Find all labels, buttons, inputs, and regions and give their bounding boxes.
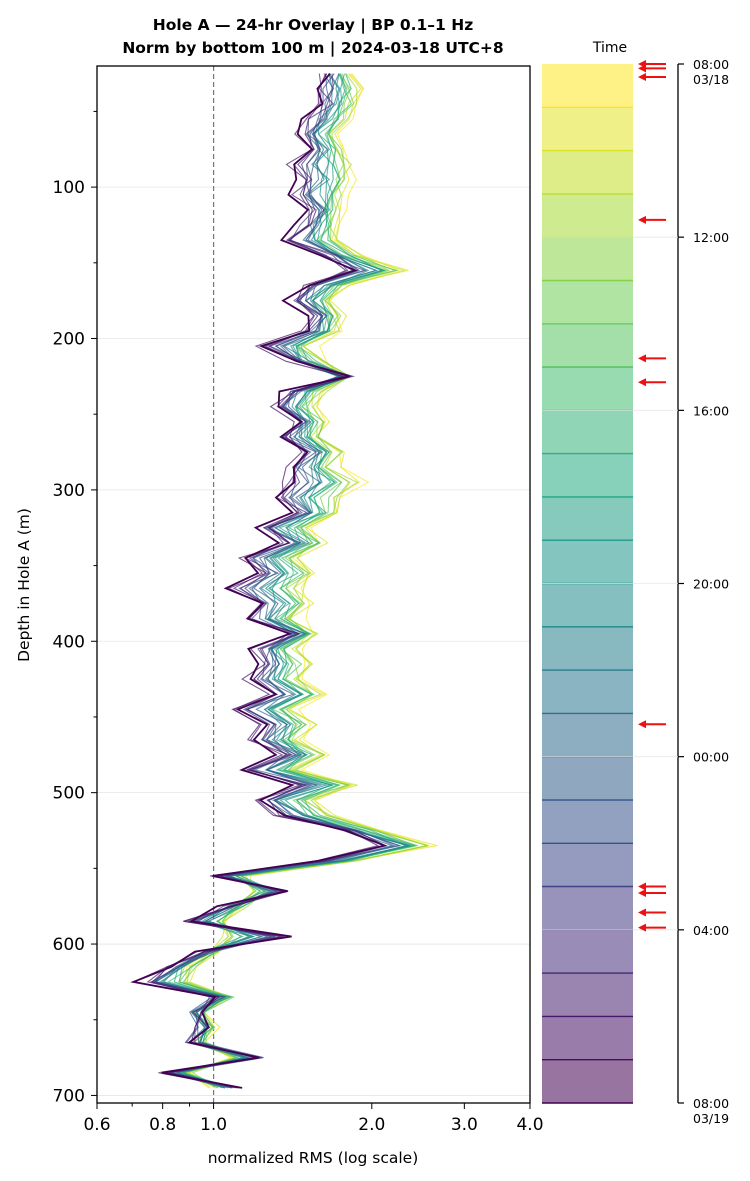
colorbar-band: [542, 540, 633, 584]
x-tick-label: 3.0: [451, 1115, 478, 1135]
colorbar-band: [542, 843, 633, 887]
colorbar-band: [542, 583, 633, 628]
colorbar-band: [542, 410, 633, 454]
series-line: [178, 73, 407, 1089]
time-axis: 08:0003/1812:0016:0020:0000:0004:0008:00…: [542, 57, 729, 1126]
time-marker-arrowhead: [638, 889, 646, 898]
colorbar-band: [542, 150, 633, 195]
time-marker-arrowhead: [638, 378, 646, 387]
time-tick-label: 16:00: [693, 403, 729, 418]
colorbar-band: [542, 107, 633, 151]
chart-title-line2: Norm by bottom 100 m | 2024-03-18 UTC+8: [122, 39, 503, 58]
colorbar-band: [542, 237, 633, 281]
colorbar-band: [542, 713, 633, 757]
chart-title-line1: Hole A — 24-hr Overlay | BP 0.1–1 Hz: [153, 16, 473, 35]
y-axis-label: Depth in Hole A (m): [15, 508, 33, 662]
colorbar-band: [542, 626, 633, 671]
series-line: [151, 73, 394, 1089]
colorbar-band: [542, 973, 633, 1017]
series-line: [131, 73, 380, 1089]
time-marker-arrowhead: [638, 215, 646, 224]
y-tick-label: 400: [53, 632, 85, 652]
plot-frame: [96, 65, 531, 1104]
colorbar-band: [542, 800, 633, 844]
series-line: [149, 73, 387, 1089]
time-marker-arrowhead: [638, 354, 646, 363]
colorbar-band: [542, 193, 633, 238]
colorbar-band: [542, 886, 633, 931]
time-tick-label: 04:00: [693, 923, 729, 938]
colorbar-label: Time: [592, 40, 627, 56]
x-axis-label: normalized RMS (log scale): [208, 1149, 419, 1167]
time-tick-label: 03/19: [693, 1111, 729, 1126]
x-tick-label: 0.6: [83, 1115, 110, 1135]
grid-lines: [97, 186, 530, 1096]
series-line: [160, 73, 409, 1089]
time-marker-arrowhead: [638, 882, 646, 891]
y-tick-label: 500: [53, 784, 85, 804]
y-tick-label: 600: [53, 935, 85, 955]
colorbar-band: [542, 1016, 633, 1060]
time-marker-arrowhead: [638, 720, 646, 729]
colorbar-band: [542, 756, 633, 801]
time-tick-label: 08:00: [693, 1096, 729, 1111]
time-tick-label: 20:00: [693, 577, 729, 592]
time-tick-label: 08:00: [693, 57, 729, 72]
x-axis: 0.6 0.8 1.0 2.0 3.0 4.0: [83, 1103, 544, 1135]
series-line: [178, 73, 428, 1089]
plot-area: 0.6 0.8 1.0 2.0 3.0 4.0 100 200 300 400 500 600 700: [53, 65, 544, 1135]
x-tick-label: 4.0: [516, 1115, 543, 1135]
time-tick-label: 12:00: [693, 230, 729, 245]
y-tick-label: 100: [53, 178, 85, 198]
colorbar-band: [542, 496, 633, 541]
time-marker-arrowhead: [638, 72, 646, 81]
time-marker-arrowhead: [638, 923, 646, 932]
series-line: [150, 73, 401, 1089]
x-tick-label: 0.8: [149, 1115, 176, 1135]
series-line: [183, 73, 428, 1089]
x-tick-label: 1.0: [200, 1115, 227, 1135]
series-line: [130, 73, 388, 1089]
y-axis: 100 200 300 400 500 600 700: [53, 110, 97, 1106]
series-line: [179, 73, 419, 1089]
colorbar-band: [542, 280, 633, 325]
time-tick-label: 00:00: [693, 750, 729, 765]
x-tick-label: 2.0: [358, 1115, 385, 1135]
time-marker-arrowhead: [638, 64, 646, 73]
colorbar-band: [542, 1059, 633, 1104]
colorbar-band: [542, 670, 633, 714]
y-tick-label: 300: [53, 481, 85, 501]
colorbar-band: [542, 323, 633, 368]
time-marker-arrowhead: [638, 908, 646, 917]
colorbar-band: [542, 929, 633, 974]
time-tick-label: 03/18: [693, 72, 729, 87]
time-markers: [638, 60, 666, 932]
colorbar-band: [542, 453, 633, 498]
y-tick-label: 200: [53, 329, 85, 349]
colorbar: [542, 64, 633, 1104]
colorbar-band: [542, 367, 633, 411]
colorbar-band: [542, 64, 633, 108]
y-tick-label: 700: [53, 1086, 85, 1106]
series-curves: [130, 73, 438, 1089]
